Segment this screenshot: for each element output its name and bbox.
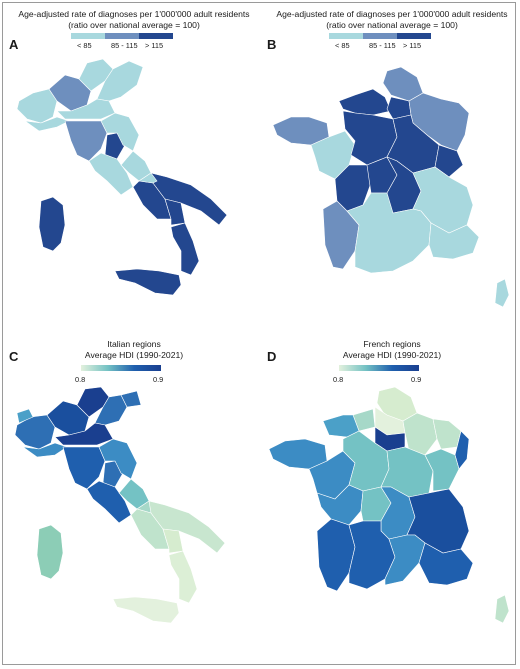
- panel-title: Age-adjusted rate of diagnoses per 1'000…: [263, 9, 520, 31]
- panel-letter: D: [267, 349, 277, 364]
- france-hdi-map: [268, 386, 510, 624]
- scale-max-label: 0.9: [153, 375, 164, 384]
- region-bretagne: [268, 438, 328, 470]
- legend-swatch: [71, 33, 105, 39]
- region-puglia: [150, 172, 228, 226]
- region-emilia: [54, 422, 114, 446]
- region-basilicata: [164, 198, 186, 226]
- legend-label: < 85: [335, 41, 350, 50]
- region-champagne: [402, 412, 438, 456]
- region-paca: [418, 542, 474, 586]
- region-lombardia: [48, 74, 92, 112]
- hdi-colorbar: [339, 365, 419, 371]
- region-emilia: [56, 98, 116, 120]
- legend-label: < 85: [77, 41, 92, 50]
- region-molise: [138, 172, 158, 184]
- italy-hdi-map: [14, 386, 226, 624]
- france-map: [272, 66, 510, 308]
- region-sicilia: [114, 268, 182, 296]
- region-lombardia: [46, 400, 90, 436]
- title-line2: Average HDI (1990-2021): [84, 350, 184, 360]
- region-corse: [494, 278, 510, 308]
- region-languedoc: [384, 534, 426, 586]
- region-normandie: [338, 88, 392, 116]
- region-paca: [428, 222, 480, 260]
- region-lorraine: [432, 418, 462, 450]
- scale-min-label: 0.8: [75, 375, 86, 384]
- legend: < 85 85 - 115 > 115: [71, 33, 191, 53]
- title-line2: (ratio over national average = 100): [68, 20, 200, 30]
- legend-label: 85 - 115: [111, 41, 138, 50]
- legend: < 85 85 - 115 > 115: [329, 33, 449, 53]
- panel-italy-rate: Age-adjusted rate of diagnoses per 1'000…: [5, 5, 263, 335]
- title-line1: Age-adjusted rate of diagnoses per 1'000…: [18, 9, 250, 19]
- panel-title: Age-adjusted rate of diagnoses per 1'000…: [5, 9, 263, 31]
- region-sardegna: [36, 524, 64, 580]
- panel-letter: C: [9, 349, 19, 364]
- region-franche-comte: [424, 448, 460, 492]
- legend-label: > 115: [403, 41, 422, 50]
- panel-title: French regions Average HDI (1990-2021): [263, 339, 520, 361]
- legend-swatch: [329, 33, 363, 39]
- legend-swatch: [105, 33, 139, 39]
- region-sardegna: [38, 196, 66, 252]
- title-line1: Italian regions: [107, 339, 161, 349]
- legend-swatch: [139, 33, 173, 39]
- region-marche: [98, 438, 138, 480]
- panel-france-rate: Age-adjusted rate of diagnoses per 1'000…: [263, 5, 520, 335]
- region-friuli: [120, 390, 142, 408]
- region-basilicata: [162, 528, 184, 554]
- region-toscana: [64, 120, 108, 162]
- legend-swatch: [363, 33, 397, 39]
- scale-min-label: 0.8: [333, 375, 344, 384]
- region-puglia: [148, 500, 226, 554]
- italy-map: [16, 58, 228, 296]
- figure-frame: Age-adjusted rate of diagnoses per 1'000…: [2, 2, 516, 665]
- legend-label: 85 - 115: [369, 41, 396, 50]
- region-calabria: [170, 222, 200, 276]
- panel-title: Italian regions Average HDI (1990-2021): [5, 339, 263, 361]
- region-piemonte: [14, 414, 56, 450]
- panel-letter: A: [9, 37, 19, 52]
- panel-france-hdi: French regions Average HDI (1990-2021) 0…: [263, 335, 520, 665]
- region-sicilia: [112, 596, 180, 624]
- region-franche-comte: [434, 144, 464, 178]
- hdi-colorbar: [81, 365, 161, 371]
- region-corse: [494, 594, 510, 624]
- legend-swatch: [397, 33, 431, 39]
- title-line2: Average HDI (1990-2021): [342, 350, 442, 360]
- legend-label: > 115: [145, 41, 164, 50]
- region-valle-aosta: [16, 408, 34, 424]
- region-hauts-de-france: [382, 66, 424, 102]
- region-piemonte: [16, 88, 58, 124]
- title-line1: Age-adjusted rate of diagnoses per 1'000…: [276, 9, 508, 19]
- scale-max-label: 0.9: [411, 375, 422, 384]
- title-line1: French regions: [363, 339, 421, 349]
- title-line2: (ratio over national average = 100): [326, 20, 458, 30]
- region-toscana: [62, 446, 106, 490]
- panel-letter: B: [267, 37, 277, 52]
- panel-italy-hdi: Italian regions Average HDI (1990-2021) …: [5, 335, 263, 665]
- region-calabria: [168, 550, 198, 604]
- region-marche: [100, 112, 140, 152]
